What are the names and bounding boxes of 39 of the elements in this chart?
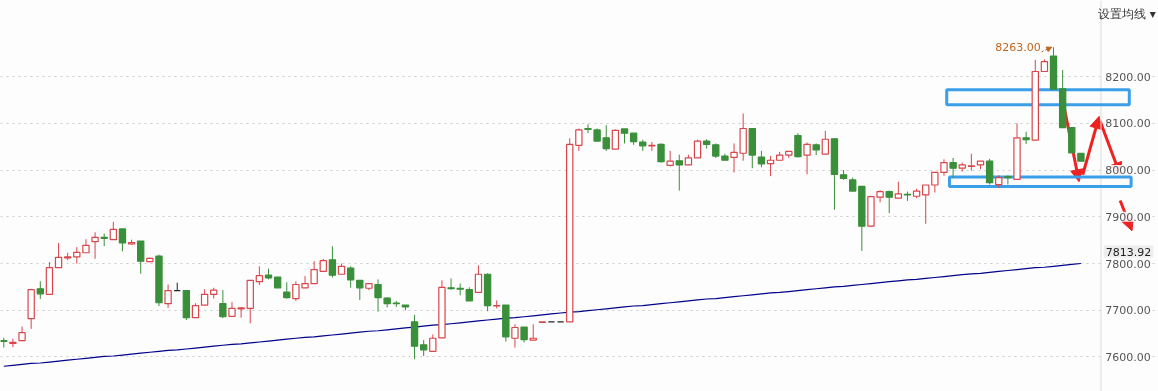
y-tick-label: 8000.00 <box>1105 164 1151 178</box>
y-tick-label: 8100.00 <box>1105 117 1151 131</box>
candlestick <box>474 264 483 294</box>
candlestick <box>219 289 227 319</box>
text: 设置均线 ▾ <box>1097 7 1156 22</box>
candlestick <box>137 240 145 275</box>
candlestick <box>164 284 172 309</box>
y-tick-label: 7600.00 <box>1105 350 1151 364</box>
line-series <box>3 262 1082 367</box>
text: 7813.92 <box>1105 245 1152 259</box>
candlestick <box>1004 174 1012 186</box>
candlestick <box>666 150 674 167</box>
candlestick <box>255 265 264 286</box>
candlestick <box>91 231 99 260</box>
y-tick-label: 7700.00 <box>1105 304 1151 318</box>
candlestick <box>511 323 519 349</box>
candlestick <box>611 128 620 150</box>
candlestick <box>328 245 337 279</box>
candlestick <box>803 142 811 175</box>
candlestick <box>374 278 382 313</box>
y-tick-label: 7900.00 <box>1105 210 1151 224</box>
candlestick <box>9 338 17 348</box>
candlestick <box>346 265 355 289</box>
candlestick <box>821 130 830 155</box>
candlestick <box>985 158 994 186</box>
candlestick <box>794 132 802 158</box>
candlestick <box>54 242 63 269</box>
y-tick-label: 7800.00 <box>1105 257 1151 271</box>
candlestick <box>675 154 683 192</box>
annotation: 8263.00 <box>995 41 1041 55</box>
candlestick <box>949 157 957 179</box>
candlestick <box>356 279 364 301</box>
candlestick <box>575 128 583 152</box>
candlestick <box>657 142 665 164</box>
candlestick <box>584 123 592 134</box>
candlestick <box>118 228 127 252</box>
candlestick <box>1022 131 1030 145</box>
candlestick <box>922 184 930 225</box>
y-tick-label: 8200.00 <box>1105 70 1151 84</box>
